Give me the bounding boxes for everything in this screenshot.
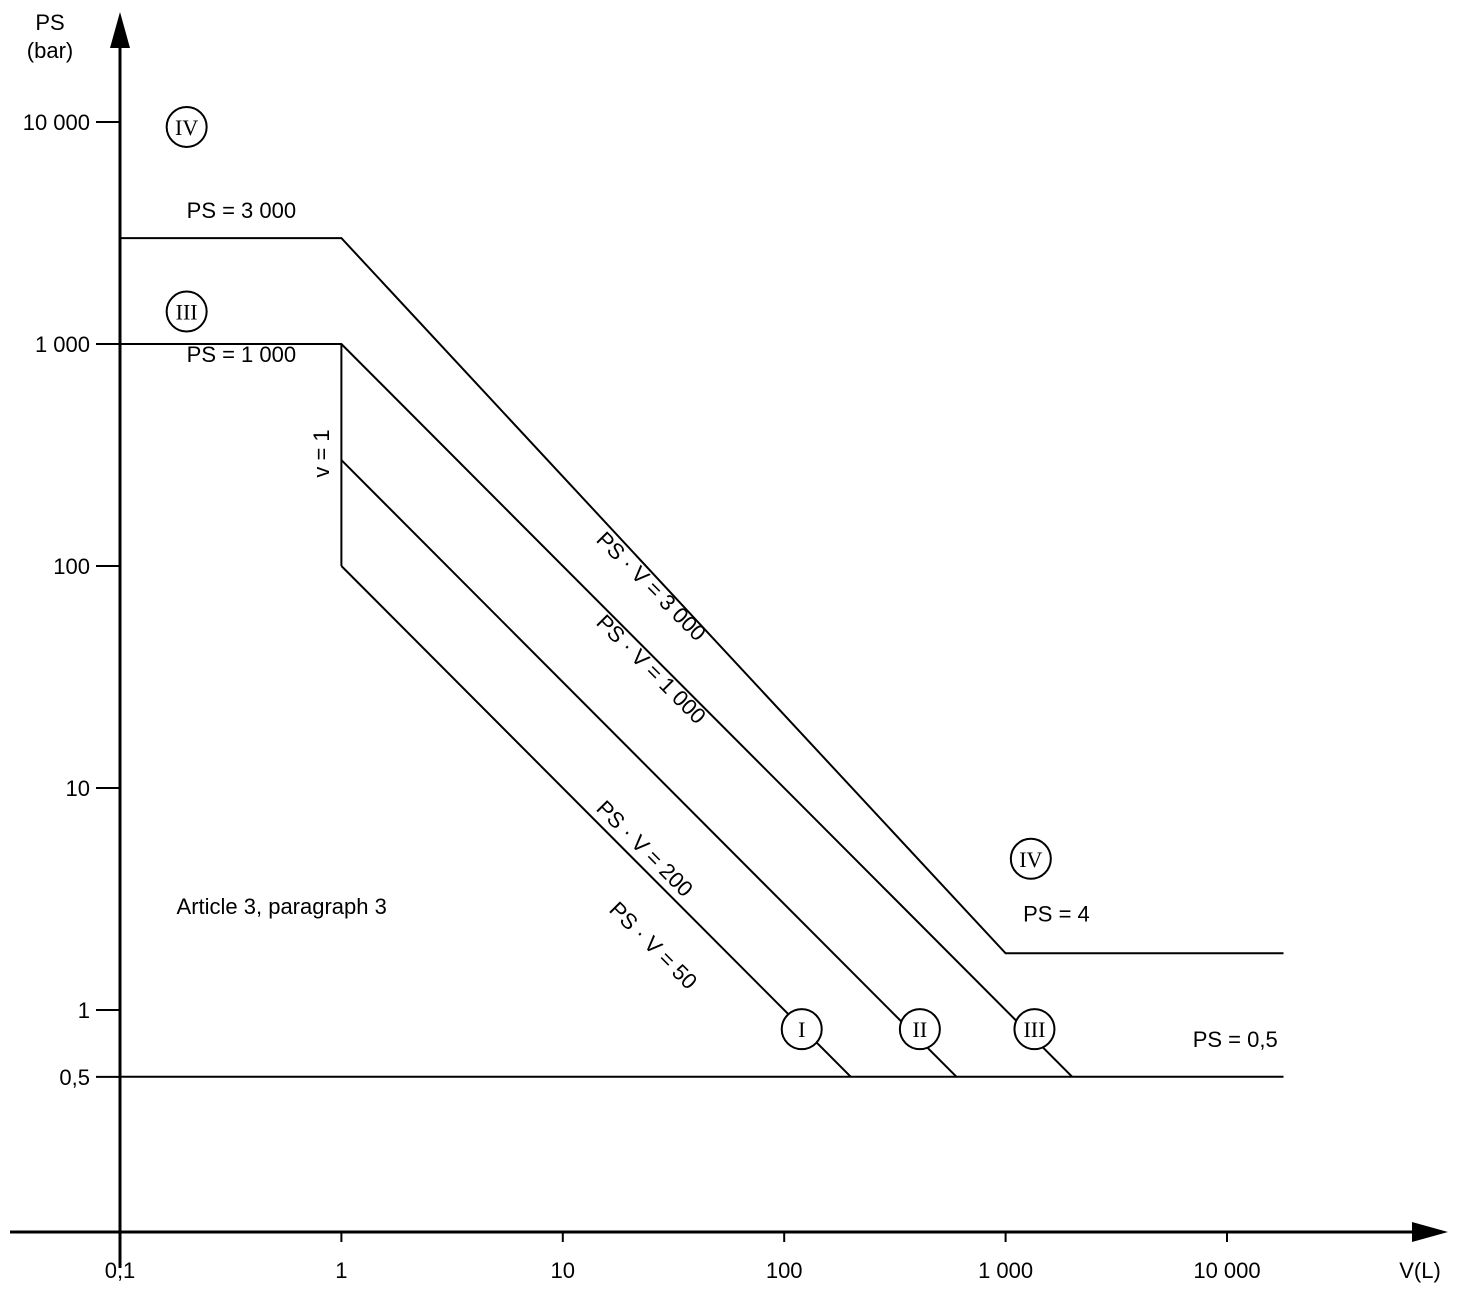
y-tick-label: 10 000: [23, 110, 90, 135]
axis-titles: PS (bar) V(L): [27, 10, 1441, 1283]
annotation-text: PS · V = 200: [592, 795, 698, 901]
category-text: I: [798, 1017, 805, 1042]
category-label: IV: [1009, 837, 1052, 880]
category-text: III: [176, 300, 198, 325]
category-text: II: [913, 1017, 928, 1042]
x-tick-label: 10: [551, 1258, 575, 1283]
category-text: IV: [175, 115, 198, 140]
series-layer: [120, 237, 1284, 1078]
y-axis-arrow: [110, 12, 130, 48]
x-tick-label: 1: [335, 1258, 347, 1283]
x-tick-label: 10 000: [1193, 1258, 1260, 1283]
annotation-text: PS = 4: [1023, 902, 1090, 927]
x-tick-label: 100: [766, 1258, 803, 1283]
category-label: IV: [165, 105, 208, 148]
annotation-text: PS · V = 50: [604, 897, 702, 995]
series-line-3: [340, 565, 852, 1078]
annotation-layer: PS = 3 000 PS = 1 000 PS = 4 PS = 0,5 Articl…: [177, 198, 1278, 1052]
category-circle: [898, 1008, 941, 1051]
x-axis-arrow: [1412, 1222, 1448, 1242]
category-circle: [1013, 1008, 1056, 1051]
y-tick-label: 1: [78, 998, 90, 1023]
x-tick-label: 0,1: [105, 1258, 136, 1283]
annotation-text: PS = 0,5: [1193, 1027, 1278, 1052]
y-tick-label: 100: [53, 554, 90, 579]
y-tick-label: 1 000: [35, 332, 90, 357]
category-circle: [165, 290, 208, 333]
annotation-text: PS = 3 000: [187, 198, 296, 223]
x-tick-label: 1 000: [978, 1258, 1033, 1283]
category-circle: [1009, 837, 1052, 880]
category-label: I: [780, 1008, 823, 1051]
annotation-text: v = 1: [309, 429, 334, 477]
category-label: III: [1013, 1008, 1056, 1051]
x-axis-title: V(L): [1399, 1258, 1441, 1283]
y-tick-label: 10: [66, 776, 90, 801]
y-axis-unit: (bar): [27, 38, 73, 63]
series-line-1: [120, 343, 1073, 1078]
category-text: IV: [1019, 847, 1042, 872]
category-circle: [780, 1008, 823, 1051]
y-tick-label: 0,5: [59, 1065, 90, 1090]
axes: [10, 12, 1448, 1268]
annotation-text: PS = 1 000: [187, 342, 296, 367]
y-axis-title: PS: [35, 10, 64, 35]
series-line-2: [340, 459, 958, 1078]
category-label: II: [898, 1008, 941, 1051]
series-line-0: [120, 237, 1284, 955]
tick-layer: 0,1 1 10 100 1 000 10 000 0,5 1 10 100 1 000 10 000: [23, 110, 1261, 1283]
category-text: III: [1023, 1017, 1045, 1042]
annotation-text: Article 3, paragraph 3: [177, 894, 387, 919]
category-circle: [165, 105, 208, 148]
category-label: III: [165, 290, 208, 333]
